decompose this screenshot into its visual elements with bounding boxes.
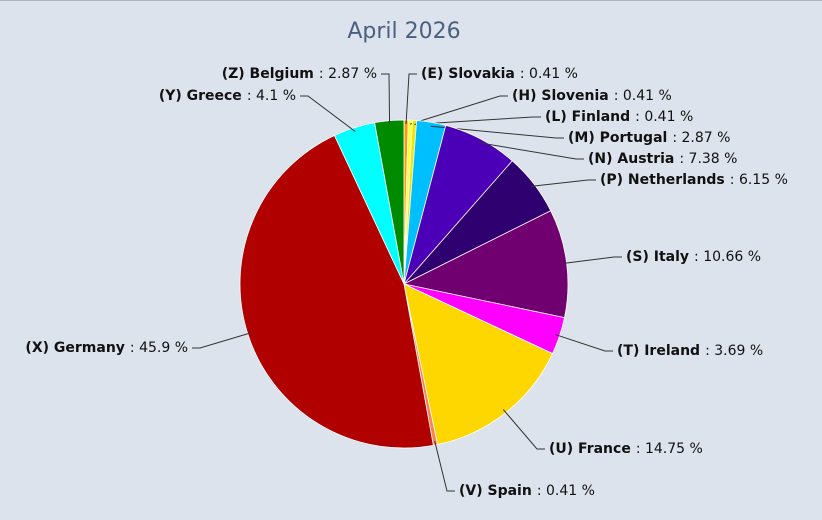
slice-value: : 2.87 % (319, 66, 377, 82)
slice-value: : 2.87 % (672, 130, 730, 146)
slice-category: (L) Finland (545, 109, 630, 125)
leader-line (405, 73, 417, 125)
slice-category: (T) Ireland (617, 343, 700, 359)
slice-category: (N) Austria (588, 151, 674, 167)
slice-label: (M) Portugal : 2.87 % (568, 130, 730, 146)
leader-line (300, 95, 356, 132)
slice-label: (T) Ireland : 3.69 % (617, 343, 763, 359)
slice-label: (Y) Greece : 4.1 % (159, 88, 296, 104)
slice-label: (S) Italy : 10.66 % (626, 249, 761, 265)
chart-title: April 2026 (347, 19, 460, 44)
slice-category: (P) Netherlands (600, 172, 725, 188)
leader-line (562, 256, 622, 265)
slice-label: (U) France : 14.75 % (549, 441, 703, 457)
slice-category: (E) Slovakia (421, 66, 515, 82)
slice-category: (U) France (549, 441, 631, 457)
leader-line (434, 440, 455, 492)
slice-value: : 3.69 % (705, 343, 763, 359)
slice-label: (Z) Belgium : 2.87 % (222, 66, 377, 82)
slice-label: (X) Germany : 45.9 % (25, 340, 188, 356)
slice-value: : 0.41 % (520, 66, 578, 82)
slice-value: : 14.75 % (636, 441, 703, 457)
slice-value: : 0.41 % (537, 483, 595, 499)
slice-category: (H) Slovenia (512, 88, 609, 104)
slice-label: (V) Spain : 0.41 % (459, 483, 595, 499)
slice-category: (Y) Greece (159, 88, 242, 104)
leader-line (381, 73, 391, 125)
slice-category: (Z) Belgium (222, 66, 314, 82)
leader-line (414, 116, 541, 125)
slice-value: : 6.15 % (730, 172, 788, 188)
slice-value: : 4.1 % (247, 88, 296, 104)
slice-category: (S) Italy (626, 249, 689, 265)
leader-line (430, 125, 564, 139)
slice-category: (V) Spain (459, 483, 532, 499)
leader-line (192, 332, 252, 349)
leader-line (555, 334, 613, 352)
slice-category: (M) Portugal (568, 130, 667, 146)
slice-value: : 0.41 % (635, 109, 693, 125)
slice-value: : 7.38 % (679, 151, 737, 167)
slice-value: : 45.9 % (130, 340, 188, 356)
leader-line (410, 95, 508, 125)
slice-label: (N) Austria : 7.38 % (588, 151, 737, 167)
leader-line (502, 409, 545, 450)
slice-value: : 10.66 % (694, 249, 761, 265)
slice-value: : 0.41 % (614, 88, 672, 104)
slice-label: (P) Netherlands : 6.15 % (600, 172, 788, 188)
slice-label: (H) Slovenia : 0.41 % (512, 88, 672, 104)
slice-label: (L) Finland : 0.41 % (545, 109, 693, 125)
slice-category: (X) Germany (25, 340, 124, 356)
slice-label: (E) Slovakia : 0.41 % (421, 66, 578, 82)
leader-line (530, 179, 596, 187)
leader-line (479, 142, 584, 160)
